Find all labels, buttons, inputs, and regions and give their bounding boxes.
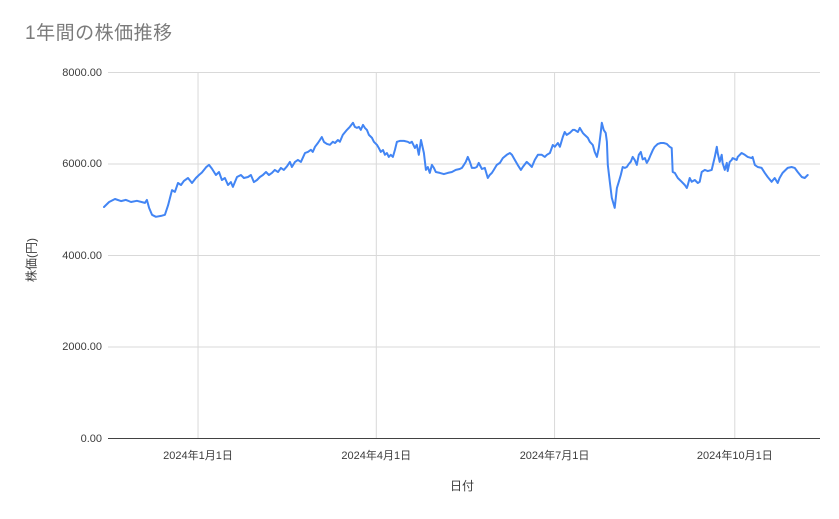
y-tick-2: 4000.00 [62, 249, 102, 262]
y-tick-1: 2000.00 [62, 341, 102, 353]
x-axis-title: 日付 [449, 479, 475, 493]
y-tick-4: 8000.00 [62, 66, 102, 79]
x-tick-2: 2024年7月1日 [519, 450, 590, 462]
y-axis-title: 株価(円) [24, 238, 39, 282]
x-tick-3: 2024年10月1日 [696, 450, 773, 462]
y-tick-3: 6000.00 [62, 158, 102, 170]
stock-price-line [103, 121, 809, 218]
chart-title: 1年間の株価推移 [25, 23, 173, 44]
x-tick-1: 2024年4月1日 [341, 450, 412, 462]
x-tick-0: 2024年1月1日 [163, 450, 233, 462]
y-tick-0: 0.00 [80, 432, 102, 445]
